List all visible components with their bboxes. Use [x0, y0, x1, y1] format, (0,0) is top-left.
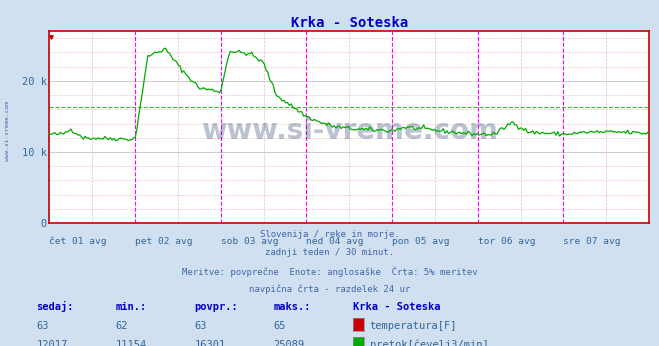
Text: pon 05 avg: pon 05 avg	[392, 237, 449, 246]
Text: 63: 63	[36, 321, 49, 331]
Text: www.si-vreme.com: www.si-vreme.com	[5, 101, 11, 162]
Text: 65: 65	[273, 321, 286, 331]
Title: Krka - Soteska: Krka - Soteska	[291, 16, 408, 30]
Text: navpična črta - razdelek 24 ur: navpična črta - razdelek 24 ur	[249, 284, 410, 293]
Text: Meritve: povprečne  Enote: anglosaške  Črta: 5% meritev: Meritve: povprečne Enote: anglosaške Črt…	[182, 266, 477, 276]
Text: pet 02 avg: pet 02 avg	[135, 237, 192, 246]
Text: 62: 62	[115, 321, 128, 331]
Text: temperatura[F]: temperatura[F]	[370, 321, 457, 331]
Text: povpr.:: povpr.:	[194, 302, 238, 312]
Text: Slovenija / reke in morje.: Slovenija / reke in morje.	[260, 230, 399, 239]
Text: www.si-vreme.com: www.si-vreme.com	[201, 117, 498, 145]
Text: Krka - Soteska: Krka - Soteska	[353, 302, 440, 312]
Text: čet 01 avg: čet 01 avg	[49, 237, 107, 246]
Text: zadnji teden / 30 minut.: zadnji teden / 30 minut.	[265, 248, 394, 257]
Text: 11154: 11154	[115, 340, 146, 346]
Text: ned 04 avg: ned 04 avg	[306, 237, 364, 246]
Text: min.:: min.:	[115, 302, 146, 312]
Text: sob 03 avg: sob 03 avg	[221, 237, 278, 246]
Text: 25089: 25089	[273, 340, 304, 346]
Text: 63: 63	[194, 321, 207, 331]
Text: pretok[čevelj3/min]: pretok[čevelj3/min]	[370, 339, 488, 346]
Text: tor 06 avg: tor 06 avg	[478, 237, 535, 246]
Text: sre 07 avg: sre 07 avg	[563, 237, 621, 246]
Text: 12017: 12017	[36, 340, 67, 346]
Text: maks.:: maks.:	[273, 302, 311, 312]
Text: sedaj:: sedaj:	[36, 301, 74, 312]
Text: 16301: 16301	[194, 340, 225, 346]
